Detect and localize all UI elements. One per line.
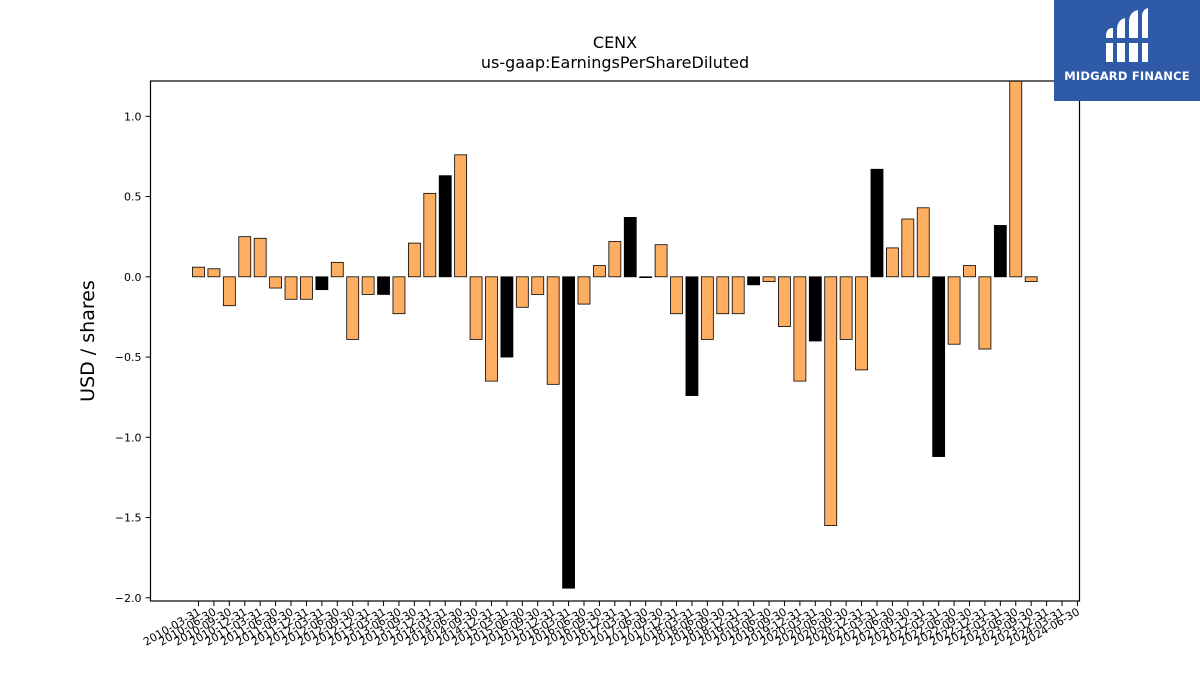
bar-2020-09-30 bbox=[839, 276, 853, 340]
bars-layer bbox=[192, 80, 1038, 589]
y-tick-label: 0.5 bbox=[124, 191, 142, 204]
y-tick-label: −1.0 bbox=[115, 431, 142, 444]
bar-2011-09-30 bbox=[284, 276, 298, 300]
bar-2017-12-31 bbox=[670, 276, 683, 315]
y-tick-label: 1.0 bbox=[124, 110, 142, 123]
chart-subtitle: us-gaap:EarningsPerShareDiluted bbox=[480, 53, 750, 72]
bar-2013-12-31 bbox=[423, 192, 437, 278]
bar-2019-09-30 bbox=[778, 276, 791, 327]
bar-2021-03-31 bbox=[870, 168, 884, 278]
bar-2016-03-31 bbox=[562, 276, 575, 589]
y-tick-label: 0.0 bbox=[124, 271, 142, 284]
bar-2010-12-31 bbox=[238, 236, 252, 278]
bar-2022-12-31 bbox=[978, 276, 992, 350]
bar-2010-09-30 bbox=[222, 276, 236, 307]
y-tick-label: −1.5 bbox=[115, 512, 142, 525]
brand-logo-text: MIDGARD FINANCE bbox=[1064, 69, 1190, 83]
bar-2010-06-30 bbox=[207, 268, 221, 278]
bar-2020-12-31 bbox=[855, 276, 868, 371]
bar-2023-06-30 bbox=[1009, 80, 1023, 278]
bar-2012-03-31 bbox=[315, 276, 329, 291]
bar-2018-09-30 bbox=[716, 276, 730, 315]
bar-2011-12-31 bbox=[300, 276, 313, 300]
brand-logo: MIDGARD FINANCE bbox=[1054, 0, 1200, 101]
bar-2019-06-30 bbox=[762, 276, 776, 283]
bar-2022-09-30 bbox=[963, 265, 976, 278]
bar-2017-09-30 bbox=[654, 244, 668, 278]
bar-2019-03-31 bbox=[747, 276, 761, 286]
bar-2010-03-31 bbox=[192, 266, 205, 278]
bar-2019-12-31 bbox=[793, 276, 807, 382]
chart-title: CENX bbox=[592, 33, 638, 52]
bar-2023-09-30 bbox=[1024, 276, 1038, 283]
bar-2018-12-31 bbox=[731, 276, 745, 315]
bar-2013-03-31 bbox=[377, 276, 390, 295]
brand-mark-icon bbox=[1106, 8, 1148, 62]
bar-2014-12-31 bbox=[485, 276, 498, 382]
bar-2015-12-31 bbox=[546, 276, 560, 385]
bar-2018-06-30 bbox=[700, 276, 714, 340]
y-tick-label: −2.0 bbox=[115, 592, 142, 605]
bar-2014-06-30 bbox=[454, 154, 468, 278]
bar-2013-09-30 bbox=[407, 242, 421, 278]
bar-2016-09-30 bbox=[593, 265, 606, 278]
bar-2011-03-31 bbox=[253, 237, 267, 278]
bar-2021-09-30 bbox=[901, 218, 915, 278]
bar-2011-06-30 bbox=[269, 276, 283, 289]
bar-2015-03-31 bbox=[500, 276, 514, 358]
bar-2021-06-30 bbox=[886, 247, 899, 278]
bar-2017-06-30 bbox=[639, 276, 653, 279]
x-axis: 2010-03-312010-06-302010-09-302010-12-31… bbox=[141, 601, 1082, 649]
bar-2020-03-31 bbox=[808, 276, 822, 342]
bar-2022-03-31 bbox=[932, 276, 946, 457]
bar-2012-09-30 bbox=[346, 276, 360, 340]
bar-2021-12-31 bbox=[916, 207, 930, 278]
y-tick-label: −0.5 bbox=[115, 351, 142, 364]
bar-2014-09-30 bbox=[469, 276, 483, 340]
bar-2016-06-30 bbox=[577, 276, 591, 305]
bar-2017-03-31 bbox=[623, 217, 637, 278]
bar-2015-09-30 bbox=[531, 276, 545, 295]
bar-2023-03-31 bbox=[993, 225, 1007, 278]
bar-2016-12-31 bbox=[608, 241, 622, 278]
bar-2012-12-31 bbox=[361, 276, 375, 295]
bar-2013-06-30 bbox=[392, 276, 406, 315]
bar-2012-06-30 bbox=[330, 261, 344, 278]
bar-2018-03-31 bbox=[685, 276, 699, 396]
bar-2014-03-31 bbox=[438, 175, 452, 278]
y-axis-label: USD / shares bbox=[77, 280, 99, 402]
bar-2015-06-30 bbox=[515, 276, 529, 308]
bar-2020-06-30 bbox=[824, 276, 838, 526]
y-axis: 1.0 0.5 0.0 −0.5 −1.0 −1.5 −2.0 bbox=[115, 110, 151, 605]
bar-2022-06-30 bbox=[947, 276, 961, 345]
